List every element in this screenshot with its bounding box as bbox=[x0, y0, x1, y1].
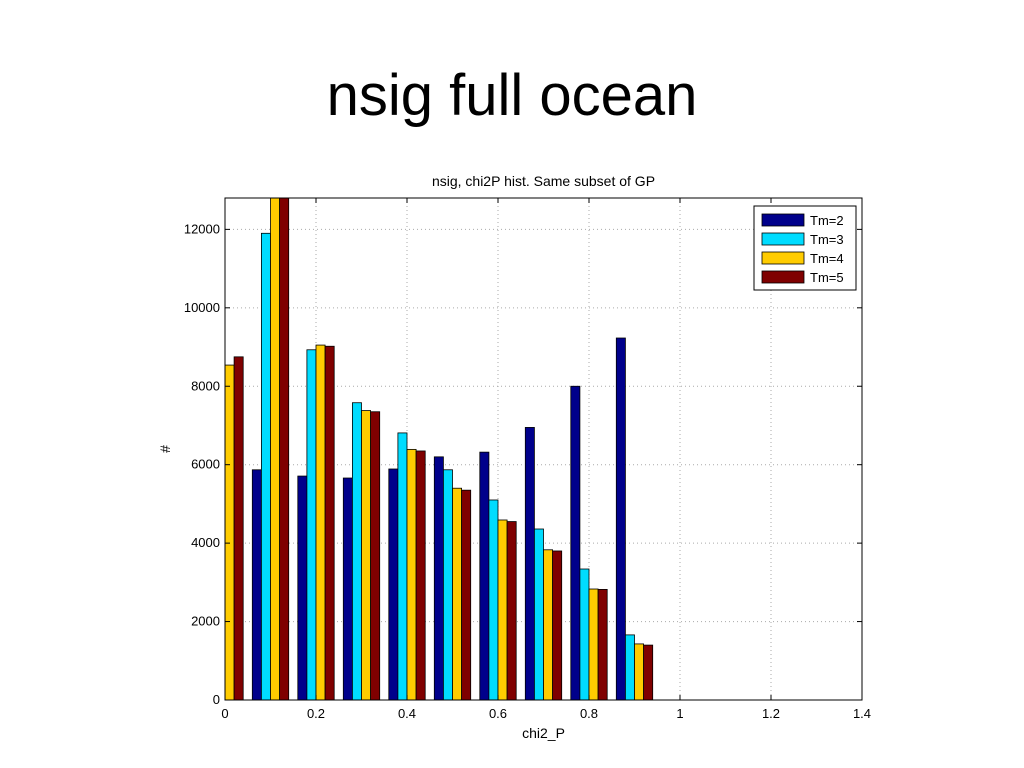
bar bbox=[497, 519, 508, 701]
bar bbox=[388, 468, 399, 701]
x-tick-label: 1.4 bbox=[853, 706, 871, 721]
bar bbox=[406, 448, 417, 701]
legend-label: Tm=5 bbox=[810, 270, 844, 285]
legend-swatch bbox=[761, 213, 805, 227]
bar bbox=[479, 451, 490, 701]
x-tick-label: 0.4 bbox=[398, 706, 416, 721]
bar bbox=[634, 643, 645, 701]
bar bbox=[306, 349, 317, 701]
bar bbox=[615, 337, 626, 701]
x-tick-label: 0.8 bbox=[580, 706, 598, 721]
legend-swatch bbox=[761, 251, 805, 265]
bar bbox=[588, 588, 599, 701]
bar bbox=[433, 456, 444, 701]
bar bbox=[397, 432, 408, 701]
bar bbox=[488, 499, 499, 701]
y-tick-label: 2000 bbox=[191, 614, 220, 629]
bar bbox=[415, 450, 426, 701]
bar bbox=[233, 356, 244, 701]
plot-frame bbox=[224, 197, 863, 701]
bar bbox=[452, 487, 463, 701]
axis-ticks: 0 0.2 0.4 0.6 0.8 1 1.2 1.4 0 2000 4000 6000 8000 100… bbox=[184, 198, 871, 721]
chart-title: nsig, chi2P hist. Same subset of GP bbox=[432, 173, 655, 189]
bar bbox=[442, 469, 453, 701]
bar bbox=[597, 589, 608, 701]
x-axis-title: chi2_P bbox=[522, 725, 565, 741]
bar bbox=[506, 521, 517, 701]
bar bbox=[270, 197, 281, 701]
bar bbox=[224, 364, 235, 701]
x-tick-label: 1 bbox=[676, 706, 683, 721]
legend-label: Tm=2 bbox=[810, 213, 844, 228]
legend-swatch bbox=[761, 270, 805, 284]
bar bbox=[251, 469, 262, 701]
slide-title: nsig full ocean bbox=[326, 63, 698, 128]
y-tick-label: 0 bbox=[213, 692, 220, 707]
bar bbox=[524, 427, 535, 701]
bar bbox=[570, 385, 581, 701]
bar bbox=[461, 489, 472, 701]
x-tick-label: 0.2 bbox=[307, 706, 325, 721]
bar bbox=[324, 345, 335, 701]
y-tick-label: 12000 bbox=[184, 221, 220, 236]
legend-label: Tm=4 bbox=[810, 251, 844, 266]
y-axis-title: # bbox=[157, 445, 173, 453]
bar bbox=[297, 475, 308, 701]
y-tick-label: 4000 bbox=[191, 535, 220, 550]
bar bbox=[342, 477, 353, 701]
bar bbox=[351, 402, 362, 701]
bar bbox=[579, 568, 590, 701]
bar bbox=[552, 550, 563, 701]
bar bbox=[260, 232, 271, 701]
bar bbox=[534, 528, 544, 701]
bar bbox=[625, 634, 635, 701]
x-tick-label: 0.6 bbox=[489, 706, 507, 721]
bars bbox=[224, 197, 654, 701]
legend-swatch bbox=[761, 232, 805, 246]
x-tick-label: 0 bbox=[221, 706, 228, 721]
x-tick-label: 1.2 bbox=[762, 706, 780, 721]
y-tick-label: 6000 bbox=[191, 457, 220, 472]
bar bbox=[643, 644, 654, 701]
y-tick-label: 10000 bbox=[184, 300, 220, 315]
bar bbox=[315, 344, 326, 701]
bar bbox=[370, 411, 381, 701]
bar bbox=[361, 410, 372, 701]
bar bbox=[543, 549, 554, 701]
y-tick-label: 8000 bbox=[191, 378, 220, 393]
legend-label: Tm=3 bbox=[810, 232, 844, 247]
bar bbox=[279, 197, 290, 701]
legend: Tm=2 Tm=3 Tm=4 Tm=5 bbox=[753, 205, 857, 291]
